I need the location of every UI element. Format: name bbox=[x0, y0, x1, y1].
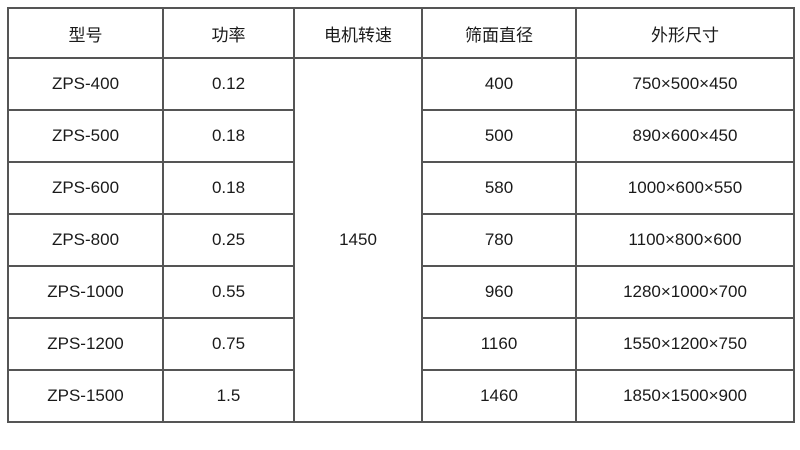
diameter-cell: 780 bbox=[421, 213, 577, 267]
table-row: ZPS-500 0.18 500 890×600×450 bbox=[7, 109, 795, 163]
header-power: 功率 bbox=[162, 7, 295, 59]
diameter-cell: 500 bbox=[421, 109, 577, 163]
header-row: 型号 功率 电机转速 筛面直径 外形尺寸 bbox=[7, 7, 795, 59]
diameter-cell: 1460 bbox=[421, 369, 577, 423]
model-cell: ZPS-1200 bbox=[7, 317, 164, 371]
model-cell: ZPS-1000 bbox=[7, 265, 164, 319]
diameter-cell: 400 bbox=[421, 57, 577, 111]
power-cell: 0.18 bbox=[162, 109, 295, 163]
header-motor-speed: 电机转速 bbox=[293, 7, 423, 59]
power-cell: 0.25 bbox=[162, 213, 295, 267]
header-screen-diameter: 筛面直径 bbox=[421, 7, 577, 59]
table-row: ZPS-400 0.12 1450 400 750×500×450 bbox=[7, 57, 795, 423]
table-row: ZPS-1200 0.75 1160 1550×1200×750 bbox=[7, 317, 795, 371]
motor-speed-merged-cell: 1450 bbox=[293, 57, 423, 423]
dimensions-cell: 1100×800×600 bbox=[575, 213, 795, 267]
table-row: ZPS-800 0.25 780 1100×800×600 bbox=[7, 213, 795, 267]
model-cell: ZPS-600 bbox=[7, 161, 164, 215]
power-cell: 0.12 bbox=[162, 57, 295, 111]
model-cell: ZPS-800 bbox=[7, 213, 164, 267]
model-cell: ZPS-1500 bbox=[7, 369, 164, 423]
header-model: 型号 bbox=[7, 7, 164, 59]
table-row: ZPS-600 0.18 580 1000×600×550 bbox=[7, 161, 795, 215]
dimensions-cell: 1280×1000×700 bbox=[575, 265, 795, 319]
dimensions-cell: 1850×1500×900 bbox=[575, 369, 795, 423]
table-row: ZPS-1500 1.5 1460 1850×1500×900 bbox=[7, 369, 795, 423]
dimensions-cell: 890×600×450 bbox=[575, 109, 795, 163]
dimensions-cell: 1550×1200×750 bbox=[575, 317, 795, 371]
power-cell: 0.18 bbox=[162, 161, 295, 215]
diameter-cell: 960 bbox=[421, 265, 577, 319]
diameter-cell: 1160 bbox=[421, 317, 577, 371]
power-cell: 0.55 bbox=[162, 265, 295, 319]
dimensions-cell: 1000×600×550 bbox=[575, 161, 795, 215]
diameter-cell: 580 bbox=[421, 161, 577, 215]
header-dimensions: 外形尺寸 bbox=[575, 7, 795, 59]
power-cell: 0.75 bbox=[162, 317, 295, 371]
model-cell: ZPS-500 bbox=[7, 109, 164, 163]
table-row: ZPS-1000 0.55 960 1280×1000×700 bbox=[7, 265, 795, 319]
model-cell: ZPS-400 bbox=[7, 57, 164, 111]
dimensions-cell: 750×500×450 bbox=[575, 57, 795, 111]
product-spec-table: 型号 功率 电机转速 筛面直径 外形尺寸 ZPS-400 0.12 1450 4… bbox=[7, 7, 795, 423]
power-cell: 1.5 bbox=[162, 369, 295, 423]
